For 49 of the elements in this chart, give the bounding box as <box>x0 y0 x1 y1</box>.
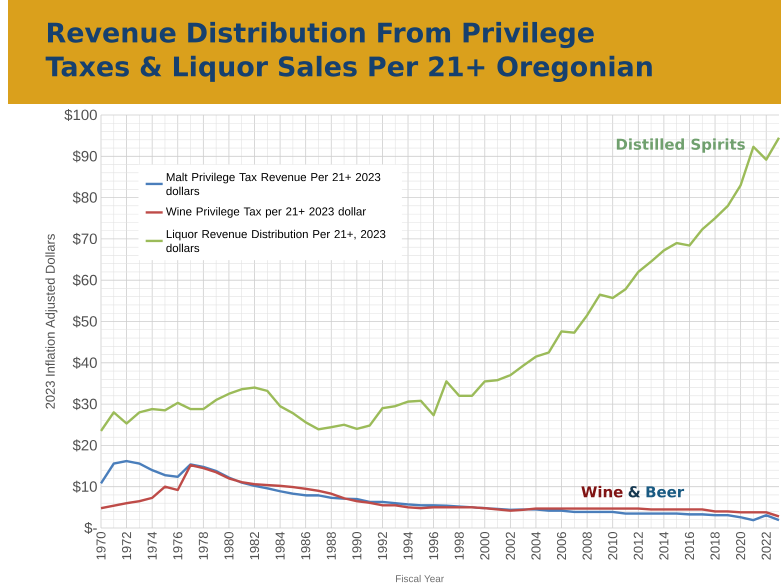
x-tick-label: 1980 <box>224 532 234 560</box>
x-tick-label: 1992 <box>378 532 388 560</box>
x-tick-label: 2004 <box>531 532 541 560</box>
y-tick-label: $20 <box>72 439 97 452</box>
x-axis-title: Fiscal Year <box>396 574 444 582</box>
y-tick-label: $90 <box>72 150 97 162</box>
annotation: Wine <box>581 486 623 498</box>
x-tick-label: 1974 <box>148 532 157 560</box>
x-tick-label: 2018 <box>710 532 720 560</box>
x-tick-label: 1972 <box>122 532 132 560</box>
legend-label: Wine Privilege Tax per 21+ 2023 dollar <box>166 207 366 218</box>
x-tick-label: 1976 <box>173 532 182 560</box>
y-tick-label: $100 <box>64 108 97 122</box>
x-tick-label: 1970 <box>96 532 106 560</box>
x-tick-label: 1986 <box>301 532 310 560</box>
y-tick-label: $70 <box>72 232 97 245</box>
x-tick-label: 2012 <box>634 532 643 560</box>
annotation: Distilled Spirits <box>616 138 745 153</box>
x-tick-label: 1994 <box>403 532 413 560</box>
x-tick-label: 2022 <box>762 532 771 560</box>
y-tick-label: $50 <box>72 315 97 328</box>
x-tick-label: 2000 <box>480 532 490 560</box>
x-tick-label: 1978 <box>198 532 208 560</box>
x-tick-label: 2002 <box>506 532 515 560</box>
x-tick-label: 2006 <box>556 532 566 560</box>
y-tick-label: $40 <box>72 356 97 369</box>
x-tick-label: 1988 <box>326 532 336 560</box>
chart-title: Revenue Distribution From Privilege Taxes & Liquor Sales Per 21+ Oregonian <box>46 22 652 82</box>
x-tick-label: 1982 <box>250 532 260 560</box>
y-tick-label: $60 <box>72 274 97 286</box>
x-tick-label: 2016 <box>684 532 694 560</box>
y-axis-title: 2023 Inflation Adjusted Dollars <box>45 234 58 409</box>
annotation: & <box>628 486 640 498</box>
y-tick-label: $80 <box>72 192 97 204</box>
x-tick-label: 1998 <box>454 532 464 560</box>
x-tick-label: 2020 <box>736 532 746 560</box>
x-tick-label: 1984 <box>276 532 285 560</box>
x-tick-label: 1990 <box>352 532 362 560</box>
x-tick-label: 2010 <box>608 532 618 560</box>
y-tick-label: $10 <box>72 480 97 493</box>
legend-label: Malt Privilege Tax Revenue Per 21+ 2023 dollars <box>166 172 380 196</box>
y-tick-label: $- <box>84 522 97 534</box>
x-tick-label: 1996 <box>429 532 438 560</box>
x-tick-label: 2008 <box>582 532 592 560</box>
x-tick-label: 2014 <box>659 532 668 560</box>
legend-label: Liquor Revenue Distribution Per 21+, 2023 dollars <box>166 230 386 252</box>
annotation: Beer <box>646 486 684 498</box>
line-series <box>100 136 780 432</box>
y-tick-label: $30 <box>72 398 97 410</box>
